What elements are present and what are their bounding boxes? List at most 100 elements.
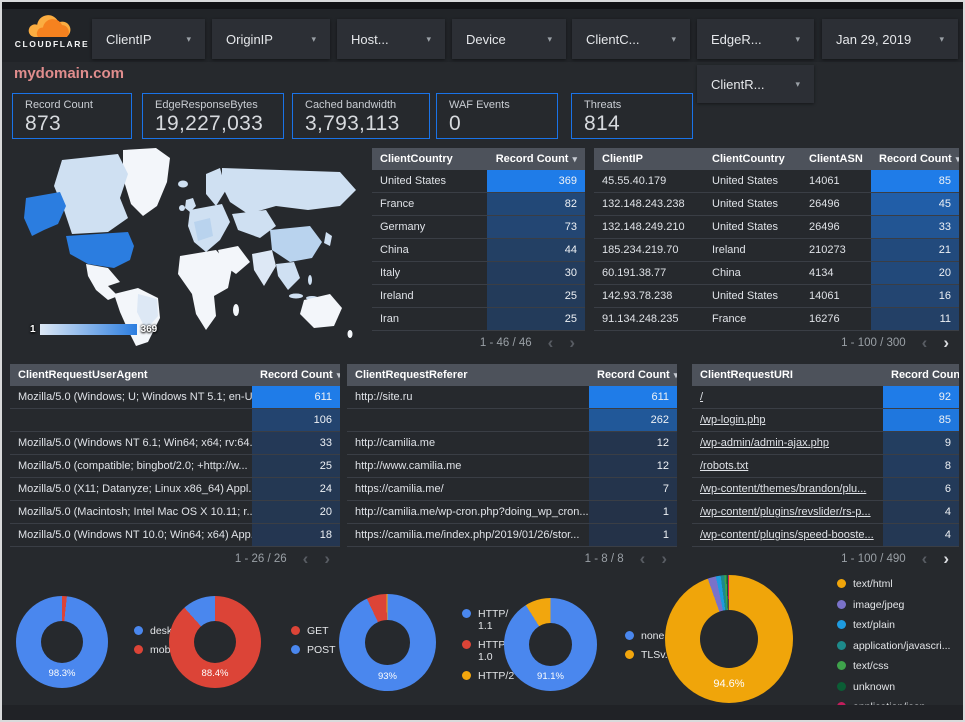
filter-edgeresponse[interactable]: EdgeR... ▾ [697, 19, 814, 59]
next-page-icon[interactable]: › [569, 333, 575, 352]
table-row[interactable]: 262 [347, 409, 677, 432]
scorecard-label: Record Count [25, 99, 93, 111]
table-row[interactable]: 60.191.38.77 China 4134 20 [594, 262, 959, 285]
table-row[interactable]: Germany 73 [372, 216, 585, 239]
filter-clientrequest[interactable]: ClientR... ▾ [697, 65, 814, 103]
filter-host[interactable]: Host... ▾ [337, 19, 445, 59]
legend-item[interactable]: HTTP/ 1.0 [462, 639, 518, 663]
legend-item[interactable]: unknown [837, 681, 950, 693]
prev-page-icon[interactable]: ‹ [921, 333, 928, 352]
prev-page-icon[interactable]: ‹ [302, 549, 309, 568]
table-row[interactable]: http://camilia.me/wp-cron.php?doing_wp_c… [347, 501, 677, 524]
table-row[interactable]: http://www.camilia.me 12 [347, 455, 677, 478]
prev-page-icon[interactable]: ‹ [547, 333, 554, 352]
table-row[interactable]: Italy 30 [372, 262, 585, 285]
table-row[interactable]: http://camilia.me 12 [347, 432, 677, 455]
column-header[interactable]: Record Count▾ [879, 153, 959, 165]
legend-item[interactable]: none [625, 630, 673, 642]
uri-link[interactable]: /wp-content/plugins/revslider/rs-p... [700, 506, 871, 518]
table-row[interactable]: China 44 [372, 239, 585, 262]
table-row[interactable]: 132.148.249.210 United States 26496 33 [594, 216, 959, 239]
table-row[interactable]: Mozilla/5.0 (Windows NT 6.1; Win64; x64;… [10, 432, 340, 455]
brand-name: CLOUDFLARE [14, 39, 90, 49]
table-row[interactable]: Mozilla/5.0 (Windows; U; Windows NT 5.1;… [10, 386, 340, 409]
date-range-picker[interactable]: Jan 29, 2019 ▾ [822, 19, 958, 59]
legend-item[interactable]: GET [291, 625, 336, 637]
column-header[interactable]: Record Count▾ [495, 153, 577, 165]
uri-link[interactable]: / [700, 391, 704, 403]
next-page-icon[interactable]: › [324, 549, 330, 568]
next-page-icon[interactable]: › [943, 549, 949, 568]
table-cell: Mozilla/5.0 (X11; Datanyze; Linux x86_64… [18, 483, 252, 495]
table-row[interactable]: 142.93.78.238 United States 14061 16 [594, 285, 959, 308]
table-row[interactable]: 106 [10, 409, 340, 432]
donut-ring[interactable]: 88.4% [169, 596, 261, 688]
uri-link[interactable]: /wp-login.php [700, 414, 766, 426]
table-row[interactable]: 45.55.40.179 United States 14061 85 [594, 170, 959, 193]
column-header[interactable]: ClientRequestReferer [355, 369, 468, 381]
uri-link[interactable]: /wp-content/themes/brandon/plu... [700, 483, 867, 495]
legend-item[interactable]: HTTP/ 1.1 [462, 608, 518, 632]
cloudflare-logo: CLOUDFLARE [12, 15, 92, 59]
legend-item[interactable]: POST [291, 644, 336, 656]
geo-map[interactable]: 1 369 [10, 148, 366, 350]
filter-originip[interactable]: OriginIP ▾ [212, 19, 330, 59]
next-page-icon[interactable]: › [943, 333, 949, 352]
table-row[interactable]: Mozilla/5.0 (Windows NT 10.0; Win64; x64… [10, 524, 340, 547]
table-row[interactable]: http://site.ru 611 [347, 386, 677, 409]
column-header[interactable]: ClientRequestUserAgent [18, 369, 148, 381]
donut-ring[interactable]: 93% [339, 594, 436, 691]
table-row[interactable]: Iran 25 [372, 308, 585, 331]
table-row[interactable]: Mozilla/5.0 (Macintosh; Intel Mac OS X 1… [10, 501, 340, 524]
donut-hole [40, 620, 84, 664]
column-header[interactable]: ClientCountry [380, 153, 453, 165]
column-header[interactable]: Record Count▾ [597, 369, 677, 381]
table-row[interactable]: /wp-admin/admin-ajax.php 9 [692, 432, 959, 455]
prev-page-icon[interactable]: ‹ [639, 549, 646, 568]
legend-item[interactable]: text/plain [837, 619, 950, 631]
column-header[interactable]: ClientCountry [712, 153, 785, 165]
donut-ring[interactable]: 91.1% [504, 598, 597, 691]
table-cell: United States [712, 290, 779, 302]
table-row[interactable]: France 82 [372, 193, 585, 216]
table-row[interactable]: /wp-login.php 85 [692, 409, 959, 432]
column-header[interactable]: ClientASN [809, 153, 863, 165]
table-row[interactable]: 185.234.219.70 Ireland 210273 21 [594, 239, 959, 262]
column-header[interactable]: Record Count▾ [260, 369, 340, 381]
uri-link[interactable]: /wp-admin/admin-ajax.php [700, 437, 830, 449]
table-row[interactable]: https://camilia.me/7 [347, 478, 677, 501]
uri-link[interactable]: /robots.txt [700, 460, 749, 472]
donut-ring[interactable]: 98.3% [16, 596, 108, 688]
table-row[interactable]: /wp-content/themes/brandon/plu... 6 [692, 478, 959, 501]
record-count-cell: 1 [589, 524, 677, 546]
legend-item[interactable]: application/javascri... [837, 640, 950, 652]
table-row[interactable]: /wp-content/plugins/revslider/rs-p... 4 [692, 501, 959, 524]
table-row[interactable]: / 92 [692, 386, 959, 409]
column-header[interactable]: Record Count▾ [891, 369, 959, 381]
legend-item[interactable]: HTTP/2 [462, 670, 518, 682]
table-row[interactable]: Ireland 25 [372, 285, 585, 308]
table-row[interactable]: /robots.txt 8 [692, 455, 959, 478]
legend-item[interactable]: image/jpeg [837, 599, 950, 611]
filter-clientip[interactable]: ClientIP ▾ [92, 19, 205, 59]
table-row[interactable]: United States 369 [372, 170, 585, 193]
table-row[interactable]: 91.134.248.235 France 16276 11 [594, 308, 959, 331]
filter-clientcountry[interactable]: ClientC... ▾ [572, 19, 690, 59]
bottom-strip [2, 705, 963, 720]
next-page-icon[interactable]: › [661, 549, 667, 568]
uri-link[interactable]: /wp-content/plugins/speed-booste... [700, 529, 874, 541]
table-row[interactable]: /wp-content/plugins/speed-booste... 4 [692, 524, 959, 547]
table-row[interactable]: https://camilia.me/index.php/2019/01/26/… [347, 524, 677, 547]
table-row[interactable]: 132.148.243.238 United States 26496 45 [594, 193, 959, 216]
column-header[interactable]: ClientIP [602, 153, 643, 165]
table-row[interactable]: Mozilla/5.0 (compatible; bingbot/2.0; +h… [10, 455, 340, 478]
scorecard-value: 0 [449, 112, 461, 135]
filter-device[interactable]: Device ▾ [452, 19, 566, 59]
donut-ring[interactable]: 94.6% [665, 575, 793, 703]
legend-item[interactable]: text/css [837, 660, 950, 672]
legend-item[interactable]: text/html [837, 578, 950, 590]
column-header[interactable]: ClientRequestURI [700, 369, 793, 381]
prev-page-icon[interactable]: ‹ [921, 549, 928, 568]
record-count-cell: 73 [487, 216, 585, 238]
table-row[interactable]: Mozilla/5.0 (X11; Datanyze; Linux x86_64… [10, 478, 340, 501]
